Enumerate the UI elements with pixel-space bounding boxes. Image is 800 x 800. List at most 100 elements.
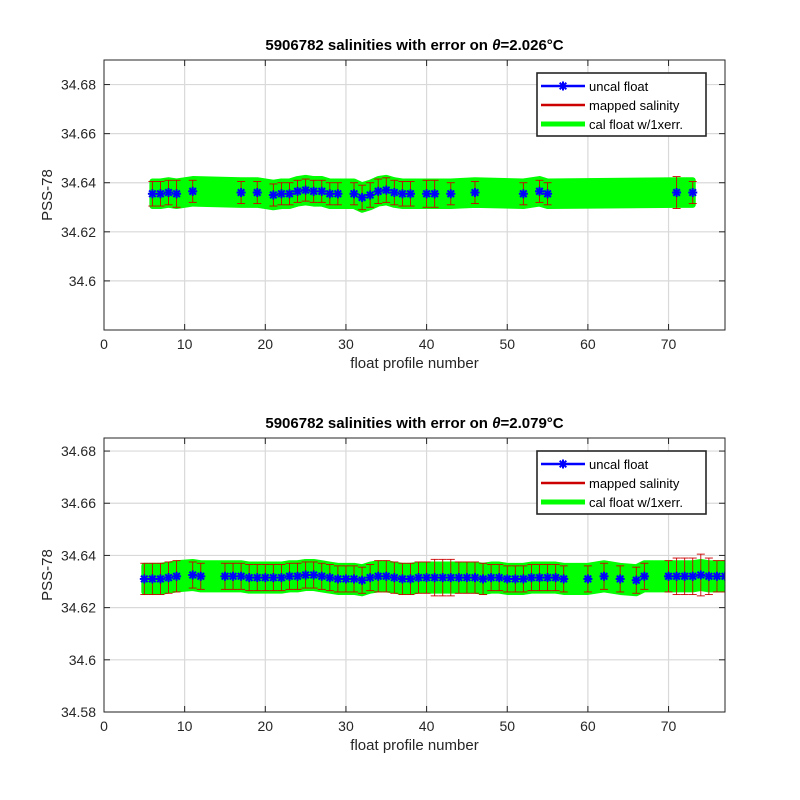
uncal-point-14 <box>268 573 278 583</box>
star-d2 <box>366 190 375 200</box>
star-d2 <box>430 573 439 582</box>
xtick-label: 10 <box>177 718 193 734</box>
legend: uncal float mapped salinity cal float w/1x… <box>536 450 707 515</box>
ytick-label: 34.6 <box>69 652 96 668</box>
uncal-point-7 <box>196 571 206 581</box>
star-d2 <box>390 188 399 197</box>
star-d2 <box>301 570 310 580</box>
star-d2 <box>366 573 375 582</box>
x-axis-label: float profile number <box>350 355 478 372</box>
ytick-label: 34.64 <box>61 175 96 191</box>
star-d2 <box>317 187 326 196</box>
xtick-label: 60 <box>580 718 596 734</box>
star-d2 <box>462 573 471 582</box>
legend-label: uncal float <box>589 457 649 472</box>
uncal-point-25 <box>422 189 432 199</box>
uncal-point-58 <box>680 571 690 581</box>
uncal-point-30 <box>535 186 545 196</box>
chart-panel-1: 0 10 20 30 40 50 60 70 34.6 34.62 34.64 34.66 34.68 5… <box>39 37 726 372</box>
legend-label: mapped salinity <box>589 98 680 113</box>
star-d2 <box>688 188 697 197</box>
star-d2 <box>374 187 383 196</box>
legend-star-d2 <box>558 459 568 469</box>
uncal-point-60 <box>696 570 706 580</box>
star-d2 <box>600 572 609 581</box>
uncal-point-47 <box>535 573 545 583</box>
uncal-point-54 <box>631 575 641 585</box>
axes-box <box>103 437 726 713</box>
title-theta: θ <box>492 415 501 432</box>
uncal-point-27 <box>373 571 383 581</box>
star-d2 <box>164 573 173 582</box>
uncal-point-8 <box>268 190 278 200</box>
xtick-label: 20 <box>258 718 274 734</box>
uncal-point-1 <box>139 574 149 584</box>
star-d2 <box>220 572 229 581</box>
uncal-point-36 <box>446 573 456 583</box>
star-d2 <box>632 576 641 585</box>
star-d2 <box>374 572 383 581</box>
star-d2 <box>696 570 705 580</box>
uncal-point-15 <box>276 573 286 583</box>
uncal-point-17 <box>349 189 359 199</box>
star-d2 <box>479 574 488 583</box>
star-d2 <box>422 573 431 582</box>
xtick-label: 70 <box>661 718 677 734</box>
uncal-point-23 <box>341 574 351 584</box>
star-d2 <box>470 188 479 197</box>
star-d2 <box>253 188 262 197</box>
uncal-point-16 <box>333 189 343 199</box>
star-d2 <box>406 189 415 198</box>
uncal-point-18 <box>301 570 311 580</box>
star-d2 <box>285 189 294 198</box>
ytick-label: 34.6 <box>69 273 96 289</box>
uncal-point-32 <box>414 573 424 583</box>
uncal-point-29 <box>518 189 528 199</box>
star-d2 <box>535 573 544 582</box>
uncal-point-6 <box>188 570 198 580</box>
uncal-point-12 <box>252 573 262 583</box>
uncal-point-61 <box>704 571 714 581</box>
ytick-label: 34.58 <box>61 704 96 720</box>
star-d2 <box>390 573 399 582</box>
star-d2 <box>229 572 238 581</box>
uncal-point-22 <box>389 188 399 198</box>
uncal-point-14 <box>317 186 327 196</box>
uncal-point-4 <box>164 573 174 583</box>
uncal-point-55 <box>639 571 649 581</box>
uncal-point-46 <box>526 573 536 583</box>
star-d2 <box>317 572 326 581</box>
uncal-point-49 <box>551 573 561 583</box>
legend-label: cal float w/1xerr. <box>589 495 683 510</box>
star-d2 <box>414 573 423 582</box>
uncal-point-63 <box>720 571 725 581</box>
title-unit: °C <box>547 37 564 54</box>
ytick-label: 34.62 <box>61 224 96 240</box>
uncal-point-2 <box>147 574 157 584</box>
uncal-point-16 <box>284 571 294 581</box>
star-d2 <box>487 573 496 582</box>
uncal-point-20 <box>317 571 327 581</box>
uncal-point-30 <box>397 574 407 584</box>
xtick-label: 30 <box>338 336 354 352</box>
uncal-point-62 <box>712 571 722 581</box>
ytick-label: 34.66 <box>61 126 96 142</box>
uncal-point-44 <box>510 574 520 584</box>
uncal-point-21 <box>381 185 391 195</box>
legend-star-d2 <box>558 81 568 91</box>
y-axis-label: PSS-78 <box>39 169 56 221</box>
star-d2 <box>382 572 391 581</box>
uncal-point-19 <box>365 190 375 200</box>
star-d2 <box>527 573 536 582</box>
legend-label: uncal float <box>589 79 649 94</box>
uncal-point-17 <box>293 571 303 581</box>
uncal-point-38 <box>462 573 472 583</box>
legend-item-1: uncal float <box>541 79 649 94</box>
star-d2 <box>358 576 367 585</box>
chart-title: 5906782 salinities with error on θ=2.026… <box>265 37 563 54</box>
star-d2 <box>148 574 157 583</box>
uncal-point-13 <box>309 186 319 196</box>
star-d2 <box>350 574 359 583</box>
star-d2 <box>156 574 165 583</box>
uncal-point-51 <box>583 574 593 584</box>
